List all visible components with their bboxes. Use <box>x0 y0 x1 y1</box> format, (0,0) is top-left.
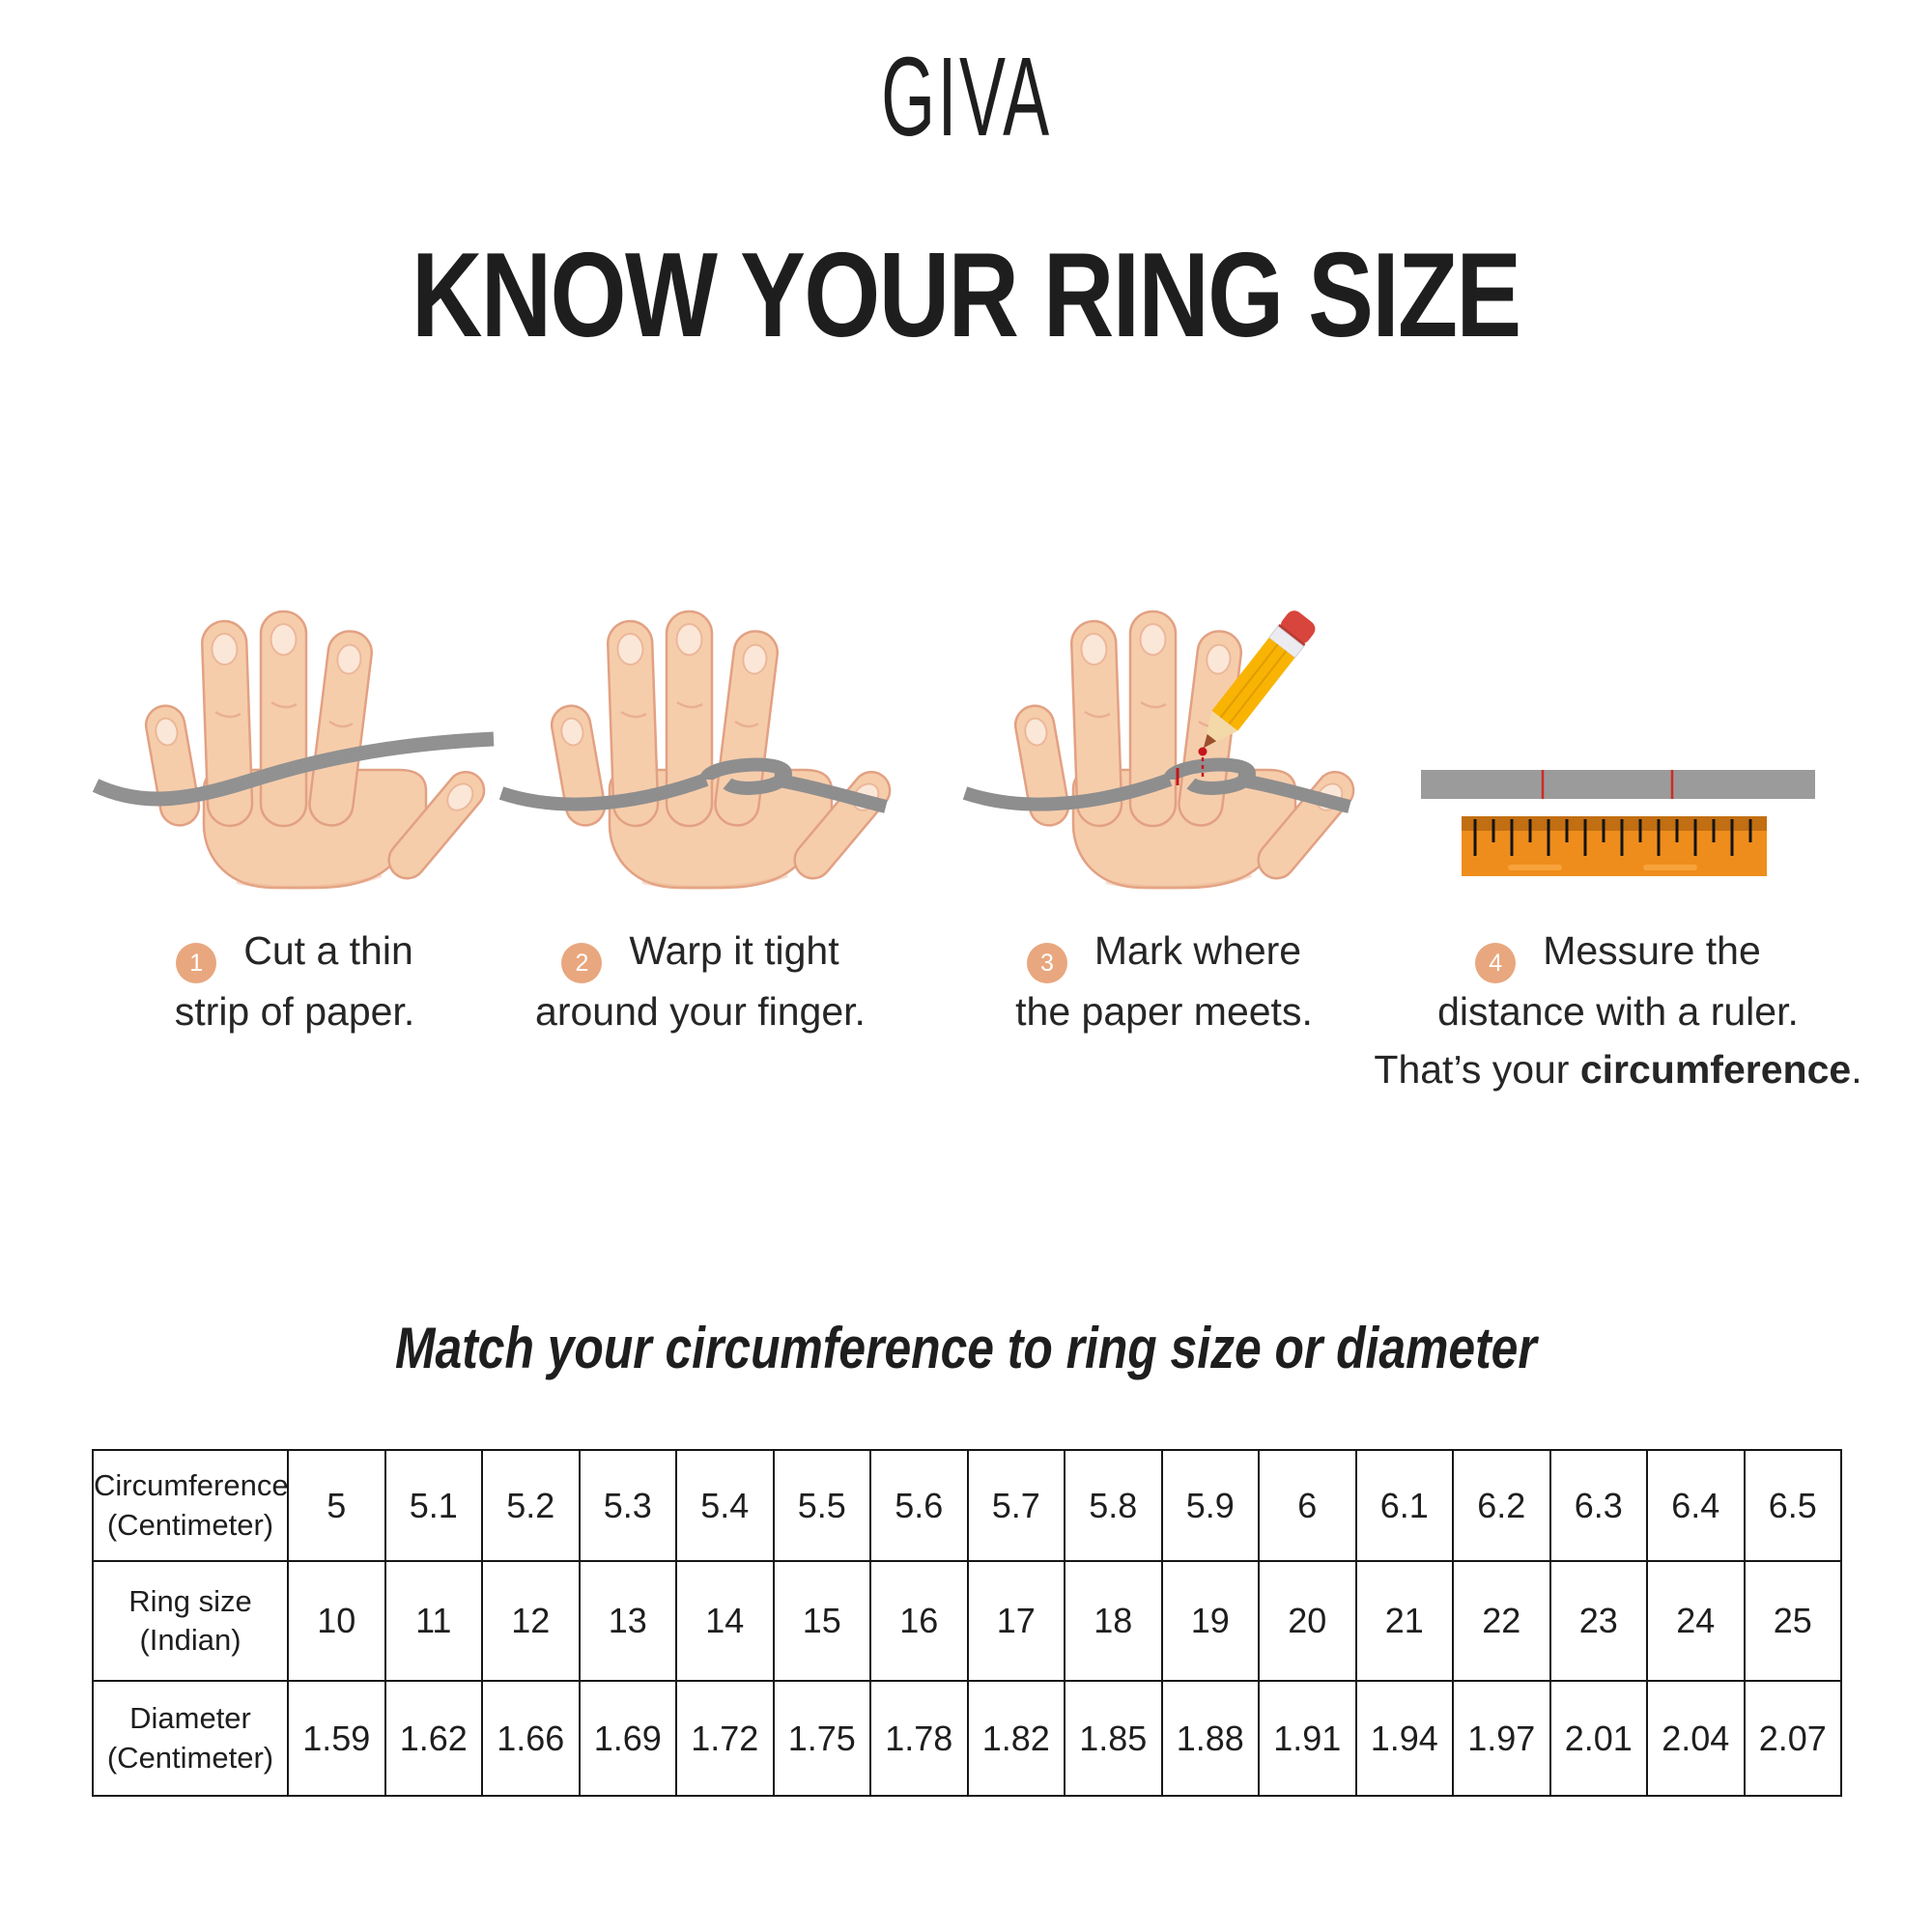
step-1-caption: 1 Cut a thin strip of paper. <box>82 923 507 1041</box>
table-cell: 21 <box>1354 1560 1454 1682</box>
table-cell: 5.2 <box>481 1449 581 1562</box>
table-cell: 18 <box>1064 1560 1163 1682</box>
step-2: 2 Warp it tight around your finger. <box>488 526 913 1041</box>
table-cell: 6.1 <box>1354 1449 1454 1562</box>
paper-strip-wrap-icon <box>962 757 1351 813</box>
table-cell: 5.4 <box>675 1449 775 1562</box>
step-1-text-line2: strip of paper. <box>174 989 415 1035</box>
match-heading: Match your circumference to ring size or… <box>395 1316 1537 1380</box>
table-cell: 25 <box>1743 1560 1842 1682</box>
hand-icon <box>547 610 899 890</box>
step-4-text-line3: That’s your circumference. <box>1374 1046 1862 1092</box>
table-cell: 5.6 <box>869 1449 969 1562</box>
table-cell: 5.9 <box>1160 1449 1260 1562</box>
step-4-caption: 4 Messure the distance with a ruler. That… <box>1367 923 1869 1098</box>
ruler-icon <box>1462 816 1767 876</box>
hand-with-paper-strip-illustration <box>92 610 495 890</box>
red-mark-dot <box>1198 747 1208 756</box>
step-4-number-badge: 4 <box>1475 943 1517 984</box>
table-cell: 1.85 <box>1064 1680 1163 1797</box>
table-cell: 24 <box>1646 1560 1746 1682</box>
brand-logo: GIVA <box>0 41 1932 153</box>
table-cell: 15 <box>772 1560 871 1682</box>
row-header-circumference: Circumference (Centimeter) <box>92 1449 289 1562</box>
step-3-text-line2: the paper meets. <box>1015 989 1313 1035</box>
table-row-circumference: Circumference (Centimeter) 5 5.1 5.2 5.3 … <box>92 1449 1842 1562</box>
table-cell: 11 <box>384 1560 483 1682</box>
step-3: 3 Mark where the paper meets. <box>952 526 1377 1041</box>
table-cell: 16 <box>869 1560 969 1682</box>
ruler-measuring-strip-illustration <box>1421 770 1815 876</box>
table-cell: 6.3 <box>1548 1449 1648 1562</box>
step-2-text-line1: Warp it tight <box>629 928 839 973</box>
table-cell: 1.88 <box>1160 1680 1260 1797</box>
step-3-caption: 3 Mark where the paper meets. <box>952 923 1377 1041</box>
step-2-caption: 2 Warp it tight around your finger. <box>488 923 913 1041</box>
step-4: 4 Messure the distance with a ruler. That… <box>1367 526 1869 1098</box>
table-cell: 5.7 <box>966 1449 1065 1562</box>
table-cell: 6 <box>1258 1449 1357 1562</box>
table-cell: 13 <box>578 1560 677 1682</box>
step-3-text-line1: Mark where <box>1094 928 1302 973</box>
table-cell: 1.82 <box>966 1680 1065 1797</box>
table-cell: 5.5 <box>772 1449 871 1562</box>
table-cell: 20 <box>1258 1560 1357 1682</box>
table-cell: 5.8 <box>1064 1449 1163 1562</box>
pencil-icon <box>1203 611 1316 749</box>
table-cell: 22 <box>1452 1560 1551 1682</box>
row-header-diameter: Diameter (Centimeter) <box>92 1680 289 1797</box>
table-cell: 1.72 <box>675 1680 775 1797</box>
table-cell: 5 <box>287 1449 386 1562</box>
table-cell: 2.07 <box>1743 1680 1842 1797</box>
table-cell: 1.62 <box>384 1680 483 1797</box>
table-cell: 5.1 <box>384 1449 483 1562</box>
hand-marking-with-pencil-illustration <box>962 610 1363 890</box>
step-1: 1 Cut a thin strip of paper. <box>82 526 507 1041</box>
row-header-ring-size: Ring size (Indian) <box>92 1560 289 1682</box>
table-cell: 1.75 <box>772 1680 871 1797</box>
table-cell: 6.2 <box>1452 1449 1551 1562</box>
paper-strip-icon <box>92 731 495 807</box>
table-cell: 6.5 <box>1743 1449 1842 1562</box>
table-cell: 1.94 <box>1354 1680 1454 1797</box>
table-cell: 12 <box>481 1560 581 1682</box>
table-cell: 1.66 <box>481 1680 581 1797</box>
ring-size-table: Circumference (Centimeter) 5 5.1 5.2 5.3 … <box>92 1449 1842 1797</box>
brand-logo-text: GIVA <box>880 34 1052 159</box>
table-cell: 1.97 <box>1452 1680 1551 1797</box>
step-2-number-badge: 2 <box>561 943 603 984</box>
table-cell: 23 <box>1548 1560 1648 1682</box>
step-1-text-line1: Cut a thin <box>243 928 413 973</box>
table-cell: 19 <box>1160 1560 1260 1682</box>
steps-row: 1 Cut a thin strip of paper. 2 Warp it tig… <box>0 526 1932 1106</box>
table-cell: 1.59 <box>287 1680 386 1797</box>
table-row-ring-size: Ring size (Indian) 10 11 12 13 14 15 16 1… <box>92 1560 1842 1682</box>
table-cell: 6.4 <box>1646 1449 1746 1562</box>
table-cell: 14 <box>675 1560 775 1682</box>
step-4-text-line1: Messure the <box>1543 928 1761 973</box>
measured-paper-strip-icon <box>1421 770 1815 799</box>
paper-strip-wrap-icon <box>498 757 888 813</box>
table-cell: 1.78 <box>869 1680 969 1797</box>
table-cell: 1.91 <box>1258 1680 1357 1797</box>
step-2-text-line2: around your finger. <box>535 989 866 1035</box>
table-cell: 10 <box>287 1560 386 1682</box>
page-title: KNOW YOUR RING SIZE <box>412 229 1521 362</box>
table-cell: 5.3 <box>578 1449 677 1562</box>
step-3-number-badge: 3 <box>1026 943 1067 984</box>
table-row-diameter: Diameter (Centimeter) 1.59 1.62 1.66 1.69… <box>92 1680 1842 1797</box>
hand-wrapped-strip-illustration <box>498 610 899 890</box>
step-4-text-line2: distance with a ruler. <box>1437 989 1799 1035</box>
hand-icon <box>1010 610 1363 890</box>
table-cell: 2.01 <box>1548 1680 1648 1797</box>
step-1-number-badge: 1 <box>176 943 217 984</box>
table-cell: 2.04 <box>1646 1680 1746 1797</box>
table-cell: 17 <box>966 1560 1065 1682</box>
table-cell: 1.69 <box>578 1680 677 1797</box>
